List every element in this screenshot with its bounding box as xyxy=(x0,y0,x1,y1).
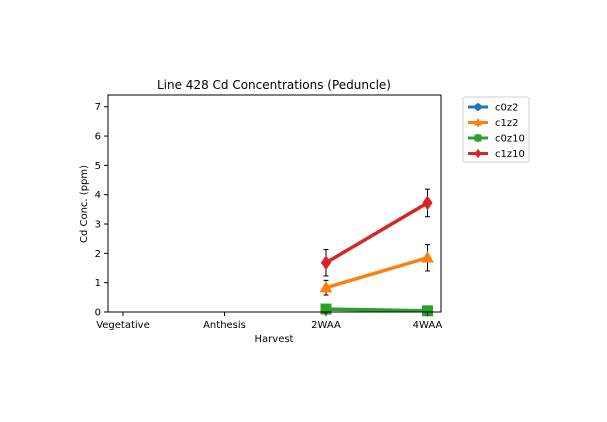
y-tick-label: 3 xyxy=(95,220,101,231)
data-point xyxy=(421,250,434,263)
legend: c0z2 c1z2 c0z10 c1z10 xyxy=(462,96,530,163)
legend-label: c1z10 xyxy=(495,149,525,160)
x-axis: Vegetative Anthesis 2WAA 4WAA xyxy=(96,312,442,331)
legend-label: c0z2 xyxy=(495,103,518,114)
y-axis: 0 1 2 3 4 5 6 7 xyxy=(95,102,108,319)
legend-marker xyxy=(474,134,482,142)
legend-label: c1z2 xyxy=(495,118,518,129)
y-tick-label: 4 xyxy=(95,190,101,201)
legend-marker xyxy=(474,103,482,111)
data-point xyxy=(422,195,433,211)
series-line xyxy=(325,201,429,265)
legend-label: c0z10 xyxy=(495,134,525,145)
y-tick-label: 7 xyxy=(95,102,101,113)
series-c0z10 xyxy=(320,303,433,317)
legend-marker xyxy=(474,148,482,159)
legend-entry: c0z10 xyxy=(468,134,525,145)
series-c1z2 xyxy=(319,244,434,296)
y-tick-label: 0 xyxy=(95,308,101,319)
series-line xyxy=(325,256,428,290)
x-tick-label: Vegetative xyxy=(96,320,150,331)
y-tick-label: 2 xyxy=(95,249,101,260)
legend-entry: c1z10 xyxy=(468,148,525,160)
series-c1z10 xyxy=(320,188,433,277)
chart-title: Line 428 Cd Concentrations (Peduncle) xyxy=(157,78,391,92)
y-tick-label: 5 xyxy=(95,161,101,172)
y-axis-label: Cd Conc. (ppm) xyxy=(79,165,90,243)
data-point xyxy=(319,280,333,293)
x-axis-label: Harvest xyxy=(255,334,294,345)
legend-box xyxy=(462,96,530,163)
y-tick-label: 6 xyxy=(95,132,101,143)
data-point xyxy=(320,255,332,271)
x-tick-label: 4WAA xyxy=(413,320,443,331)
legend-entry: c0z2 xyxy=(468,103,518,114)
x-tick-label: Anthesis xyxy=(203,320,246,331)
legend-marker xyxy=(473,118,483,126)
series-line xyxy=(325,307,428,313)
plot-area xyxy=(319,188,434,317)
x-tick-label: 2WAA xyxy=(311,320,341,331)
legend-entry: c1z2 xyxy=(468,118,518,129)
y-tick-label: 1 xyxy=(95,278,101,289)
plot-frame xyxy=(107,94,442,313)
